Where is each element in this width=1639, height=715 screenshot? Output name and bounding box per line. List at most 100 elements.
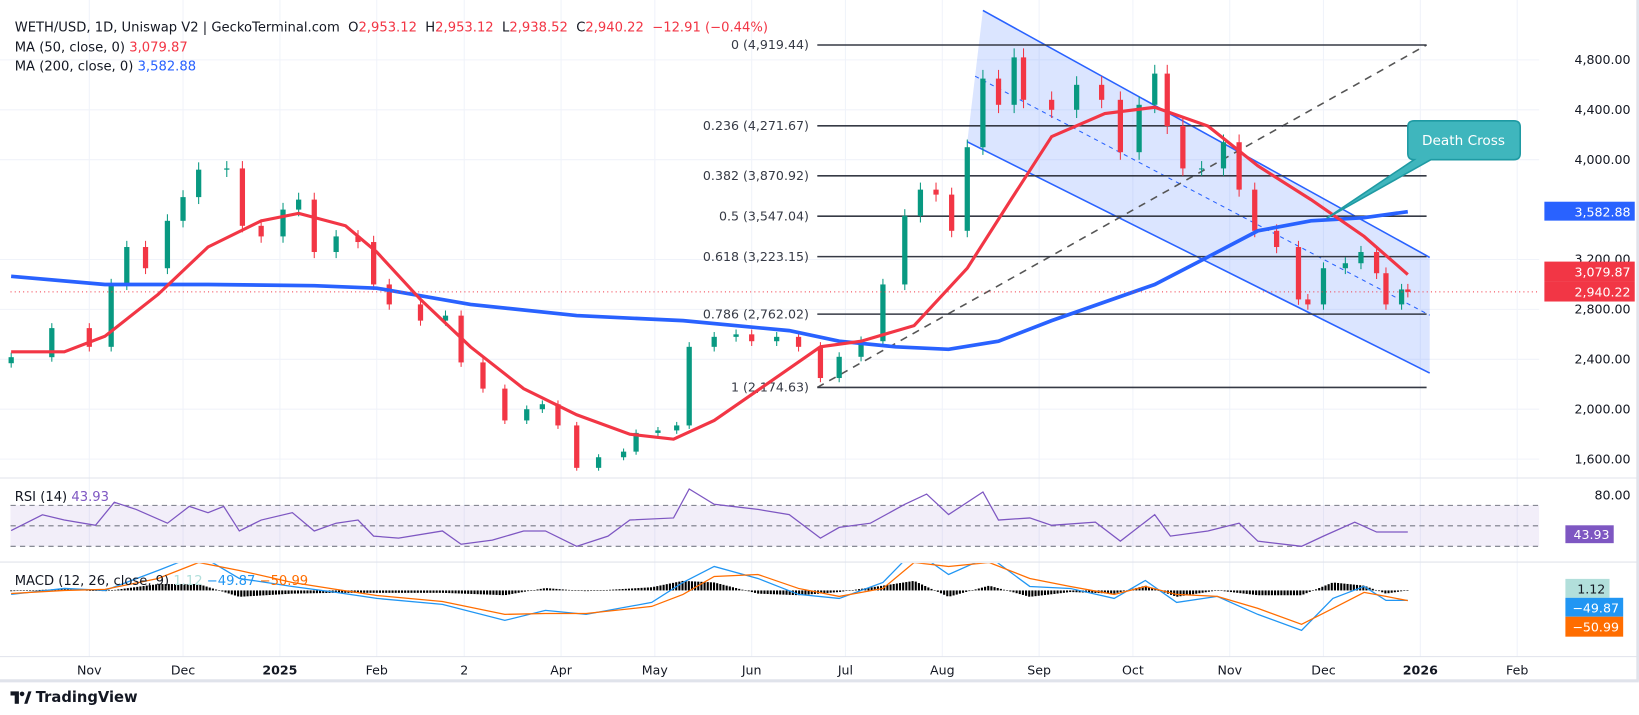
- macd-histogram-bar: [785, 590, 788, 595]
- macd-histogram-bar: [1151, 588, 1154, 591]
- macd-histogram-bar: [996, 587, 999, 591]
- macd-histogram-bar: [999, 588, 1002, 591]
- macd-histogram-bar: [788, 590, 791, 595]
- macd-histogram-bar: [271, 590, 274, 595]
- regression-channel[interactable]: [966, 9, 1431, 374]
- macd-histogram-bar: [914, 581, 917, 591]
- macd-histogram-bar: [457, 590, 460, 594]
- macd-histogram-bar: [296, 590, 300, 594]
- candle-body: [1358, 252, 1364, 264]
- macd-histogram-bar: [1069, 590, 1072, 593]
- macd-histogram-bar: [382, 590, 385, 593]
- macd-histogram-bar: [107, 590, 110, 591]
- macd-histogram-bar: [694, 581, 697, 591]
- macd-histogram-bar: [725, 585, 728, 591]
- macd-histogram-bar: [848, 590, 851, 591]
- macd-histogram-bar: [38, 589, 41, 591]
- close-value: 2,940.22: [585, 18, 644, 35]
- macd-histogram-bar: [939, 590, 943, 594]
- macd-histogram-bar: [1088, 590, 1091, 593]
- macd-histogram-bar: [413, 590, 416, 593]
- macd-histogram-bar: [776, 590, 779, 595]
- macd-histogram-bar: [558, 589, 561, 591]
- death-cross-callout[interactable]: Death Cross: [1326, 120, 1522, 220]
- macd-histogram-bar: [873, 586, 876, 591]
- macd-histogram-bar: [164, 584, 167, 591]
- macd-histogram-bar: [952, 590, 955, 596]
- macd-histogram-bar: [832, 590, 835, 593]
- macd-histogram-bar: [151, 584, 155, 591]
- macd-histogram-bar: [949, 590, 952, 597]
- rsi-pane[interactable]: 80.00: [10, 487, 1631, 547]
- rsi-label: RSI (14): [14, 488, 68, 505]
- symbol-title: WETH/USD, 1D, Uniswap V2 | GeckoTerminal…: [14, 18, 340, 35]
- macd-histogram-bar: [1040, 590, 1043, 596]
- macd-histogram-bar: [1113, 590, 1116, 594]
- macd-histogram-bar: [1059, 590, 1062, 594]
- channel-lower-line: [966, 141, 1431, 374]
- macd-histogram-bar: [155, 584, 158, 591]
- candle-body: [1295, 247, 1302, 300]
- macd-histogram-bar: [174, 584, 177, 591]
- candle-body: [674, 425, 680, 431]
- macd-histogram-bar: [1188, 590, 1192, 595]
- macd-hist-value: 1.12: [173, 572, 203, 589]
- fibonacci-retracement[interactable]: 0 (4,919.44) 0.236 (4,271.67) 0.382 (3,870…: [703, 37, 1427, 395]
- candle-body: [1342, 263, 1348, 269]
- macd-histogram-bar: [955, 590, 958, 595]
- macd-line: [11, 563, 1408, 632]
- macd-histogram-bar: [1330, 582, 1333, 591]
- callout-text: Death Cross: [1422, 133, 1505, 149]
- macd-pane[interactable]: [10, 551, 1409, 632]
- macd-histogram-bar: [1302, 590, 1305, 595]
- macd-histogram-bar: [498, 590, 501, 596]
- candle-body: [417, 304, 424, 321]
- macd-histogram-bar: [1037, 590, 1040, 596]
- time-axis[interactable]: Nov Dec 2025 Feb 2 Apr May Jun Jul Aug Sep Oct Nov De…: [77, 662, 1528, 677]
- time-tick-label: Apr: [550, 662, 573, 677]
- macd-histogram-bar: [252, 590, 255, 596]
- macd-legend[interactable]: MACD (12, 26, close, 9) 1.12 −49.87 −50.…: [15, 573, 308, 589]
- tradingview-logo[interactable]: TradingView: [10, 689, 138, 706]
- macd-histogram-bar: [139, 586, 142, 591]
- candle-body: [164, 220, 171, 269]
- macd-histogram-bar: [757, 590, 760, 594]
- macd-histogram-bar: [574, 590, 577, 591]
- candle-body: [108, 284, 114, 347]
- price-axis[interactable]: 4,800.004,400.004,000.003,200.002,800.00…: [1574, 52, 1630, 466]
- macd-histogram-bar: [627, 588, 630, 591]
- macd-histogram-bar: [1387, 590, 1390, 594]
- macd-histogram-bar: [1204, 590, 1207, 593]
- macd-histogram-bar: [902, 582, 905, 591]
- symbol-legend[interactable]: WETH/USD, 1D, Uniswap V2 | GeckoTerminal…: [15, 19, 768, 35]
- close-label: C: [576, 18, 586, 35]
- macd-histogram-bar: [123, 588, 126, 591]
- macd-histogram-bar: [170, 584, 173, 591]
- ma50-legend[interactable]: MA (50, close, 0) 3,079.87: [15, 39, 188, 55]
- candle-body: [386, 284, 392, 305]
- macd-histogram-bar: [640, 587, 643, 591]
- macd-histogram-bar: [315, 590, 318, 594]
- candle-body: [1020, 57, 1027, 100]
- macd-histogram-bar: [527, 590, 530, 592]
- macd-histogram-bar: [968, 590, 971, 592]
- macd-histogram-bar: [709, 582, 712, 591]
- macd-histogram-bar: [965, 590, 968, 592]
- macd-histogram-bar: [1025, 590, 1028, 596]
- price-tick-label: 2,800.00: [1574, 302, 1630, 317]
- macd-histogram-bar: [542, 588, 545, 591]
- candle-body: [1383, 273, 1389, 305]
- macd-histogram-bar: [1192, 590, 1195, 595]
- price-tick-label: 1,600.00: [1574, 451, 1630, 466]
- macd-histogram-bar: [552, 588, 555, 591]
- macd-histogram-bar: [1176, 590, 1179, 597]
- svg-text:−49.87: −49.87: [1572, 600, 1619, 615]
- macd-histogram-bar: [1147, 586, 1151, 591]
- macd-histogram-bar: [397, 590, 400, 593]
- rsi-legend[interactable]: RSI (14) 43.93: [15, 489, 109, 505]
- candle-body: [1152, 73, 1158, 105]
- macd-histogram-bar: [404, 590, 407, 593]
- macd-histogram-bar: [237, 590, 240, 597]
- ma200-legend[interactable]: MA (200, close, 0) 3,582.88: [15, 58, 196, 74]
